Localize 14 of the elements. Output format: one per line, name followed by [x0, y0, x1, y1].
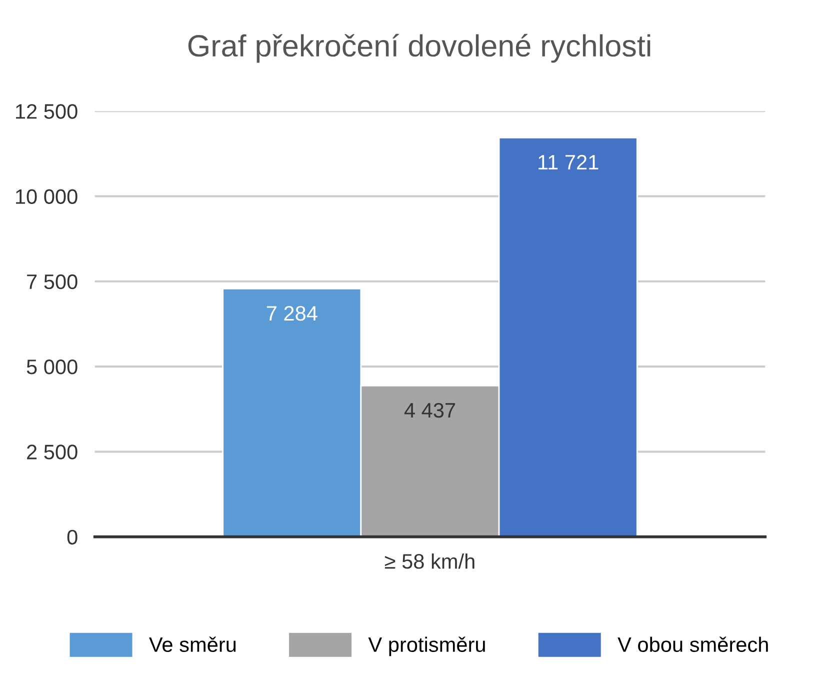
data-label: 11 721 [538, 154, 598, 170]
y-tick-label: 0 [67, 530, 78, 545]
y-tick-label: 2 500 [27, 444, 78, 460]
data-label: 4 437 [404, 402, 456, 418]
legend-label: V protisměru [368, 636, 485, 656]
x-tick-label: ≥ 58 km/h [384, 553, 474, 569]
y-tick-label: 10 000 [16, 189, 78, 204]
y-tick-label: 5 000 [26, 360, 78, 374]
chart-title: Graf překročení dovolené rychlosti [188, 34, 650, 63]
legend-label: Ve směru [149, 636, 236, 652]
y-tick-label: 7 500 [27, 274, 78, 290]
legend-label: V obou směrech [618, 636, 768, 652]
y-tick-label: 12 500 [16, 104, 78, 119]
data-label: 7 284 [266, 306, 318, 321]
